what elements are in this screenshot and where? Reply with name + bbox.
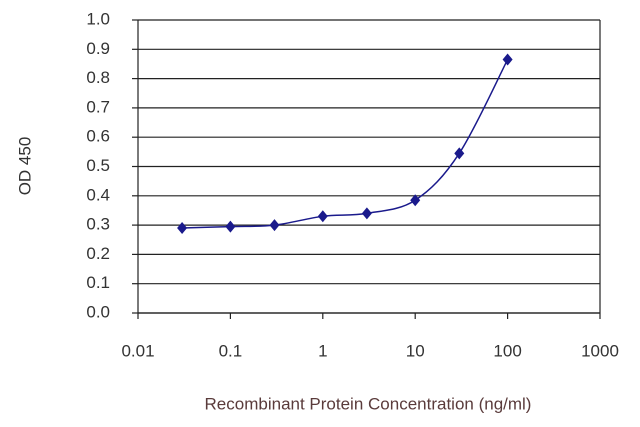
data-point: [502, 53, 513, 66]
data-point: [269, 219, 280, 232]
x-axis-title: Recombinant Protein Concentration (ng/ml…: [205, 394, 532, 413]
data-point: [410, 194, 421, 207]
x-tick-label: 10: [406, 341, 425, 360]
x-tick-label: 1000: [581, 341, 619, 360]
y-tick-label: 1.0: [86, 9, 110, 28]
y-tick-label: 0.9: [86, 39, 110, 58]
y-tick-label: 0.2: [86, 244, 110, 263]
data-point: [361, 207, 372, 220]
x-tick-label: 1: [318, 341, 327, 360]
x-tick-label: 0.1: [219, 341, 243, 360]
y-tick-label: 0.1: [86, 273, 110, 292]
y-tick-label: 0.6: [86, 127, 110, 146]
x-tick-label: 0.01: [121, 341, 154, 360]
data-point: [454, 147, 465, 160]
data-point: [225, 220, 236, 233]
y-tick-label: 0.4: [86, 185, 110, 204]
y-tick-label: 0.8: [86, 68, 110, 87]
y-tick-label: 0.3: [86, 215, 110, 234]
data-point: [317, 210, 328, 223]
y-tick-label: 0.0: [86, 302, 110, 321]
series-line: [182, 59, 509, 229]
y-tick-label: 0.5: [86, 156, 110, 175]
x-tick-label: 100: [493, 341, 521, 360]
y-axis-title: OD 450: [15, 137, 34, 196]
data-point: [177, 222, 188, 235]
y-tick-label: 0.7: [86, 97, 110, 116]
